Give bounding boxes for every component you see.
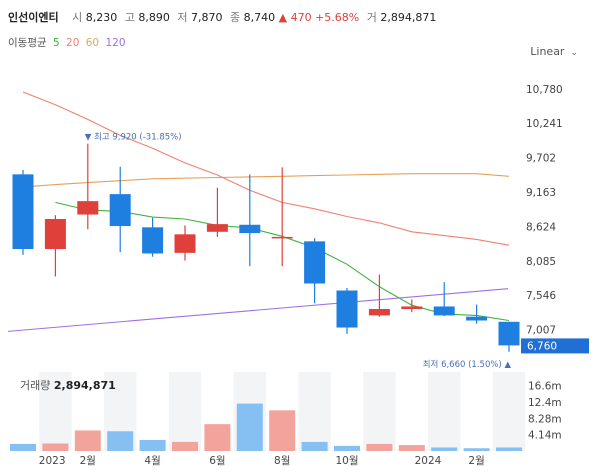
candle-body (109, 194, 131, 227)
stock-name: 인선이엔티 (8, 11, 59, 24)
volume-bar (269, 410, 296, 451)
low-label: 저 (177, 11, 188, 24)
x-tick-label: 6월 (209, 455, 225, 467)
candle-body (12, 174, 34, 250)
close-value: 8,740 (243, 11, 276, 24)
candle-body (498, 321, 520, 346)
y-tick-label: 10,780 (526, 84, 563, 96)
volume-panel-label: 거래량 2,894,871 (20, 377, 116, 393)
ma60-line (22, 173, 510, 188)
volume-bar (496, 447, 522, 451)
change-pct: +5.68% (315, 11, 360, 24)
volume-bar (398, 445, 425, 451)
candle-body (271, 236, 293, 239)
last-price-label: 6,760 (527, 340, 557, 352)
candle-body (142, 227, 164, 254)
ma5-legend: 5 (52, 37, 60, 49)
x-tick-label: 4월 (144, 455, 160, 467)
candle-body (44, 219, 66, 250)
volume-bar (107, 431, 134, 451)
y-tick-label: 8,085 (526, 256, 556, 268)
open-value: 8,230 (85, 11, 118, 24)
volume-bar (172, 441, 198, 451)
candle-body (336, 290, 358, 328)
ma20-line (22, 91, 510, 246)
volume-bar (42, 443, 69, 451)
volume-band (298, 372, 331, 451)
ma-legend-label: 이동평균 (8, 37, 47, 49)
volume-panel-title: 거래량 (20, 379, 51, 392)
volume-band (168, 372, 202, 451)
volume-tick-label: 4.14m (528, 430, 562, 442)
ma120-line (7, 288, 509, 332)
candle-body (401, 306, 423, 310)
moving-average-legend[interactable]: 이동평균 5 20 60 120 (8, 35, 129, 50)
x-tick-label: 2023 (39, 455, 66, 467)
volume-bar (431, 447, 458, 451)
ma60-legend: 60 (85, 37, 100, 49)
y-tick-label: 8,624 (526, 221, 556, 233)
volume-tick-label: 16.6m (528, 380, 562, 392)
x-tick-label: 2월 (80, 455, 96, 467)
volume-tick-label: 8.28m (528, 413, 562, 425)
candle-body (368, 309, 390, 316)
candle-body (174, 234, 196, 253)
ma120-legend: 120 (105, 37, 126, 49)
candle-body (433, 306, 455, 316)
volume-label: 거 (366, 11, 377, 24)
candle-body (304, 241, 326, 284)
volume-bar (139, 439, 166, 451)
ma20-legend: 20 (66, 37, 80, 49)
low-annotation: 최저 6,660 (1.50%) ▲ (423, 359, 512, 370)
y-tick-label: 9,702 (526, 153, 556, 165)
volume-value: 2,894,871 (380, 11, 437, 24)
y-tick-label: 9,163 (526, 187, 556, 199)
y-tick-label: 7,007 (526, 325, 556, 337)
close-label: 종 (229, 11, 241, 24)
change-value: ▲ 470 (278, 11, 312, 24)
high-annotation: ▼ 최고 9,920 (-31.85%) (85, 132, 182, 143)
low-value: 7,870 (190, 11, 223, 24)
volume-bar (204, 424, 231, 451)
volume-bar (301, 441, 328, 451)
candle-body (206, 224, 228, 232)
volume-band (492, 372, 526, 451)
last-price-tag (521, 338, 589, 354)
volume-bar (74, 430, 101, 451)
candle-body (239, 224, 261, 234)
volume-panel-value: 2,894,871 (53, 379, 116, 392)
y-tick-label: 7,546 (526, 290, 556, 302)
high-value: 8,890 (138, 11, 170, 24)
volume-band (39, 372, 72, 451)
scale-mode: Linear (530, 45, 565, 58)
volume-band (428, 372, 461, 451)
volume-band (363, 372, 396, 451)
volume-bar (463, 448, 490, 451)
candle-body (466, 316, 488, 321)
volume-bar (334, 445, 360, 451)
high-label: 고 (124, 11, 135, 24)
x-tick-label: 2월 (468, 455, 484, 467)
volume-tick-label: 12.4m (528, 397, 562, 409)
scale-selector[interactable]: Linear ⌄ (530, 45, 578, 58)
x-tick-label: 8월 (274, 455, 290, 467)
volume-bar (236, 403, 263, 451)
volume-bar (10, 443, 36, 451)
volume-bar (366, 443, 393, 451)
x-tick-label: 2024 (415, 455, 442, 467)
open-label: 시 (72, 11, 83, 24)
candle-body (77, 201, 99, 215)
y-tick-label: 10,241 (526, 118, 563, 130)
x-tick-label: 10월 (335, 455, 358, 467)
chevron-down-icon: ⌄ (570, 48, 578, 58)
stock-header: 인선이엔티 시 8,230 고 8,890 저 7,870 종 8,740 ▲ … (8, 9, 436, 25)
